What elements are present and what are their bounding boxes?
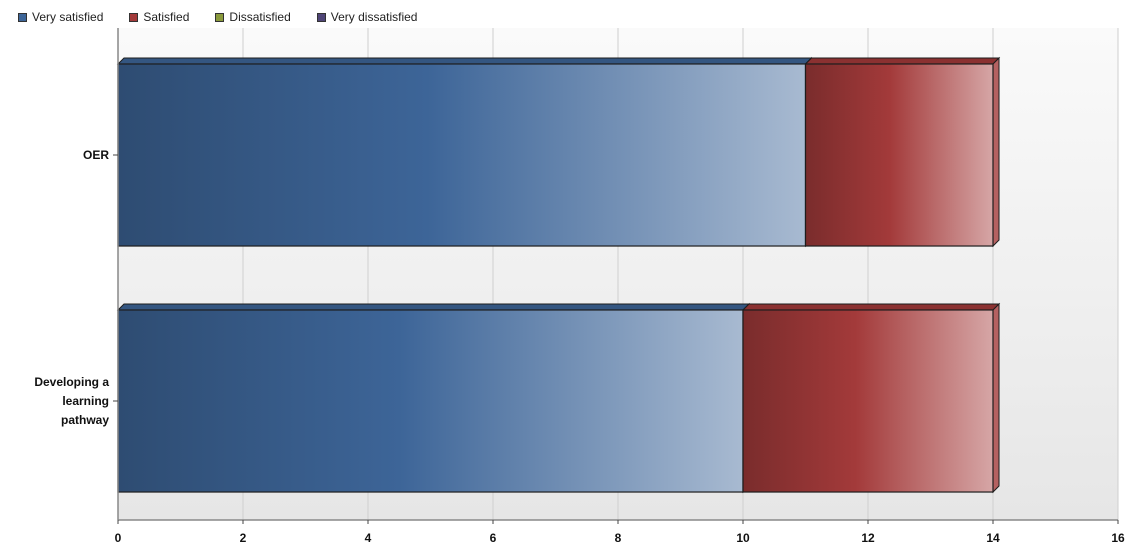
legend-swatch-very-dissatisfied <box>316 12 326 22</box>
legend-item-satisfied[interactable]: Satisfied <box>129 10 189 24</box>
x-tick-label: 14 <box>986 531 1000 545</box>
legend-swatch-dissatisfied <box>215 12 225 22</box>
legend-label-very-satisfied: Very satisfied <box>32 10 104 24</box>
legend-swatch-satisfied <box>129 12 139 22</box>
x-tick-label: 12 <box>861 531 875 545</box>
x-tick-label: 8 <box>615 531 622 545</box>
legend-swatch-very-satisfied <box>18 12 27 22</box>
bar-very-satisfied-0[interactable] <box>116 56 813 248</box>
x-tick-label: 6 <box>490 531 497 545</box>
bar-satisfied-0[interactable] <box>804 56 1001 248</box>
category-label: OER <box>83 148 109 162</box>
legend-label-very-dissatisfied: Very dissatisfied <box>330 10 418 24</box>
legend-item-very-dissatisfied[interactable]: Very dissatisfied <box>316 10 418 24</box>
x-tick-label: 2 <box>240 531 247 545</box>
legend-label-satisfied: Satisfied <box>143 10 190 24</box>
bar-satisfied-1[interactable] <box>741 302 1001 494</box>
x-tick-label: 16 <box>1111 531 1125 545</box>
bar-very-satisfied-1[interactable] <box>116 302 751 494</box>
x-tick-label: 4 <box>365 531 372 545</box>
legend-label-dissatisfied: Dissatisfied <box>229 10 291 24</box>
legend-item-very-satisfied[interactable]: Very satisfied <box>18 10 103 24</box>
legend: Very satisfied Satisfied Dissatisfied Ve… <box>18 8 417 26</box>
x-tick-label: 10 <box>736 531 750 545</box>
x-tick-label: 0 <box>115 531 122 545</box>
legend-item-dissatisfied[interactable]: Dissatisfied <box>215 10 291 24</box>
category-label: Developing a learning pathway <box>34 375 109 427</box>
